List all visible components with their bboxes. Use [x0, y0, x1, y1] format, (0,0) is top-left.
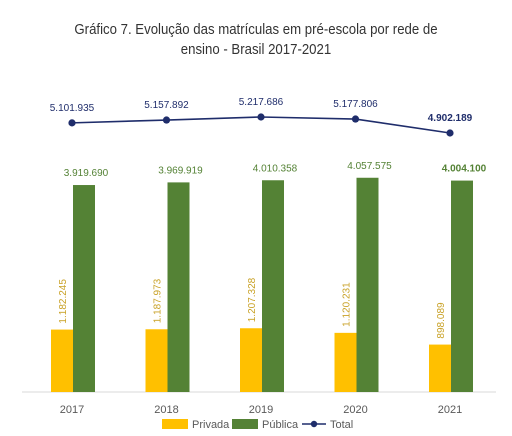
data-label-publica-2020: 4.057.575 — [347, 161, 392, 172]
bar-privada-2017 — [51, 329, 73, 392]
data-label-privada-2017: 1.182.245 — [58, 279, 69, 324]
data-label-publica-2019: 4.010.358 — [253, 163, 298, 174]
bar-privada-2019 — [240, 328, 262, 392]
bar-privada-2018 — [145, 329, 168, 392]
data-label-publica-2017: 3.919.690 — [64, 168, 109, 179]
bar-publica-2021 — [451, 180, 473, 392]
bar-privada-2021 — [429, 344, 451, 392]
point-total-2019 — [257, 113, 265, 121]
chart-title: Gráfico 7. Evolução das matrículas em pr… — [31, 20, 482, 60]
legend-label-publica: Pública — [262, 419, 299, 431]
x-tick-label-2017: 2017 — [60, 404, 84, 416]
bar-publica-2018 — [167, 182, 190, 392]
x-tick-label-2021: 2021 — [438, 404, 462, 416]
bar-privada-2020 — [334, 332, 357, 392]
point-total-2017 — [68, 119, 76, 127]
data-label-publica-2018: 3.969.919 — [158, 165, 203, 176]
legend-swatch-publica — [232, 419, 258, 429]
data-label-total-2020: 5.177.806 — [333, 99, 378, 110]
x-tick-label-2020: 2020 — [343, 404, 367, 416]
data-label-publica-2021: 4.004.100 — [442, 164, 487, 175]
bar-publica-2017 — [73, 185, 95, 392]
chart-title-line-2: ensino - Brasil 2017-2021 — [180, 41, 332, 58]
chart-title-line-1: Gráfico 7. Evolução das matrículas em pr… — [74, 21, 438, 38]
data-label-privada-2020: 1.120.231 — [342, 282, 353, 327]
point-total-2020 — [351, 115, 360, 123]
point-total-2018 — [162, 116, 171, 124]
legend-label-privada: Privada — [192, 419, 230, 431]
bar-publica-2019 — [262, 180, 284, 392]
data-label-privada-2019: 1.207.328 — [247, 277, 258, 322]
data-label-privada-2021: 898.089 — [436, 302, 447, 339]
data-label-total-2017: 5.101.935 — [50, 103, 95, 114]
point-total-2021 — [446, 129, 454, 137]
data-label-total-2021: 4.902.189 — [428, 113, 473, 124]
data-label-privada-2018: 1.187.973 — [153, 278, 164, 323]
legend-label-total: Total — [330, 419, 353, 431]
legend-marker-total — [310, 420, 318, 428]
x-tick-label-2018: 2018 — [154, 404, 178, 416]
bar-publica-2020 — [356, 177, 379, 392]
x-tick-label-2019: 2019 — [249, 404, 273, 416]
legend-swatch-privada — [162, 419, 188, 429]
data-label-total-2019: 5.217.686 — [239, 97, 284, 108]
data-label-total-2018: 5.157.892 — [144, 100, 189, 111]
